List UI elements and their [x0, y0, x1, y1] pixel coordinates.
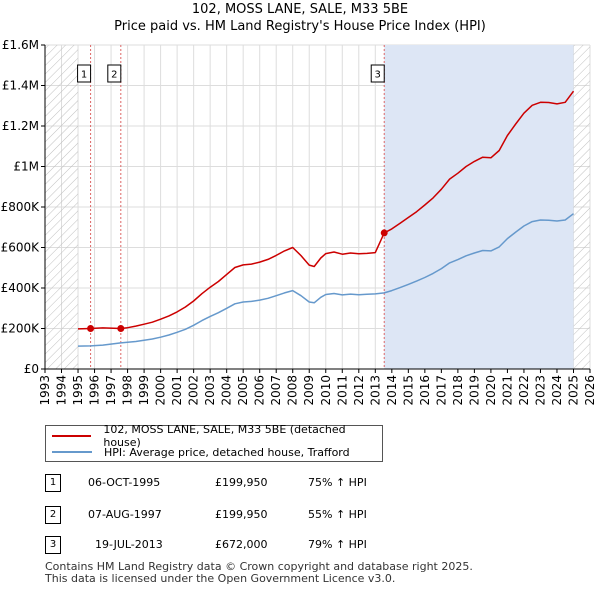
- x-tick-label: 1993: [38, 375, 52, 406]
- y-tick-label: £1.4M: [2, 79, 39, 93]
- x-tick-label: 2020: [484, 375, 498, 406]
- legend-item-hpi: HPI: Average price, detached house, Traf…: [52, 445, 350, 459]
- x-tick-label: 2000: [154, 375, 168, 406]
- ownership-shade: [384, 45, 574, 369]
- transaction-date: 07-AUG-1997: [88, 508, 162, 521]
- x-tick-label: 2017: [434, 375, 448, 406]
- x-tick-label: 2006: [253, 375, 267, 406]
- hpi-series-line: [77, 213, 574, 347]
- hatch-region-after: [573, 45, 590, 369]
- legend-label-price: 102, MOSS LANE, SALE, M33 5BE (detached …: [103, 423, 346, 449]
- x-tick-label: 2012: [352, 375, 366, 406]
- x-tick-label: 2016: [418, 375, 432, 406]
- y-tick-label: £800K: [1, 200, 41, 214]
- x-tick-label: 2008: [286, 375, 300, 406]
- legend-swatch-hpi: [52, 451, 92, 453]
- x-tick-label: 2018: [451, 375, 465, 406]
- x-tick-label: 2025: [566, 375, 580, 406]
- transaction-price: £672,000: [215, 538, 268, 551]
- x-tick-label: 2002: [187, 375, 201, 406]
- y-tick-label: £1.6M: [2, 38, 39, 52]
- transaction-date: 19-JUL-2013: [95, 538, 163, 551]
- x-tick-label: 2009: [302, 375, 316, 406]
- y-tick-label: £1.2M: [2, 119, 39, 133]
- footer-line-2: This data is licensed under the Open Gov…: [45, 572, 396, 585]
- transaction-price: £199,950: [215, 476, 268, 489]
- transaction-hpi: 75% ↑ HPI: [308, 476, 367, 489]
- chart-legend: 102, MOSS LANE, SALE, M33 5BE (detached …: [45, 423, 383, 462]
- transaction-hpi: 79% ↑ HPI: [308, 538, 367, 551]
- x-tick-label: 2007: [269, 375, 283, 406]
- footer-attribution: Contains HM Land Registry data © Crown c…: [45, 561, 473, 585]
- x-tick-label: 2004: [220, 375, 234, 406]
- x-tick-label: 1994: [55, 375, 69, 406]
- price-series-line: [77, 90, 575, 330]
- transaction-hpi: 55% ↑ HPI: [308, 508, 367, 521]
- x-tick-label: 2014: [385, 375, 399, 406]
- chart-subtitle: Price paid vs. HM Land Registry's House …: [114, 19, 486, 34]
- x-tick-label: 2001: [170, 375, 184, 406]
- transaction-badge: 3: [45, 536, 61, 554]
- x-tick-label: 2011: [335, 375, 349, 406]
- x-tick-label: 2022: [517, 375, 531, 406]
- legend-item-price: 102, MOSS LANE, SALE, M33 5BE (detached …: [52, 423, 382, 449]
- transaction-badge: 1: [45, 474, 61, 492]
- transaction-marker-label: 3: [375, 70, 381, 81]
- x-tick-label: 1998: [121, 375, 135, 406]
- x-tick-label: 2005: [236, 375, 250, 406]
- x-tick-label: 2003: [203, 375, 217, 406]
- legend-label-hpi: HPI: Average price, detached house, Traf…: [104, 445, 350, 459]
- x-tick-label: 2015: [401, 375, 415, 406]
- legend-swatch-price: [52, 435, 92, 437]
- x-tick-label: 2010: [319, 375, 333, 406]
- y-tick-label: £400K: [1, 281, 41, 295]
- transaction-point: [117, 325, 125, 333]
- transaction-row: 3 19-JUL-2013 £672,000 79% ↑ HPI: [45, 536, 375, 554]
- x-tick-label: 2013: [368, 375, 382, 406]
- transaction-point: [87, 325, 95, 333]
- transaction-marker-box: [107, 64, 122, 83]
- transaction-marker-box: [77, 64, 92, 83]
- x-tick-label: 2019: [467, 375, 481, 406]
- transaction-date: 06-OCT-1995: [88, 476, 161, 489]
- y-tick-label: £200K: [1, 322, 41, 336]
- x-tick-label: 1999: [137, 375, 151, 406]
- chart-title: 102, MOSS LANE, SALE, M33 5BE: [191, 2, 409, 17]
- y-tick-label: £0: [24, 362, 39, 376]
- transaction-price: £199,950: [215, 508, 268, 521]
- x-tick-label: 1997: [104, 375, 118, 406]
- transaction-marker-label: 1: [81, 70, 87, 81]
- footer-line-1: Contains HM Land Registry data © Crown c…: [45, 560, 473, 573]
- x-tick-label: 2024: [550, 375, 564, 406]
- transaction-badge: 2: [45, 506, 61, 524]
- transaction-point: [380, 229, 388, 237]
- transaction-marker-box: [370, 64, 385, 83]
- x-tick-label: 2021: [500, 375, 514, 406]
- x-tick-label: 2023: [533, 375, 547, 406]
- transaction-row: 2 07-AUG-1997 £199,950 55% ↑ HPI: [45, 506, 375, 524]
- y-tick-label: £1M: [13, 160, 39, 174]
- x-tick-label: 1996: [88, 375, 102, 406]
- transaction-marker-label: 2: [111, 70, 117, 81]
- transaction-row: 1 06-OCT-1995 £199,950 75% ↑ HPI: [45, 474, 375, 492]
- x-tick-label: 2026: [583, 375, 597, 406]
- x-tick-label: 1995: [71, 375, 85, 406]
- price-chart: 1 2 3 £0 £200K £400K £600K £800K £1M £1.2M £1.4M £…: [1, 38, 597, 406]
- hatch-region-before: [45, 45, 79, 369]
- y-tick-label: £600K: [1, 241, 41, 255]
